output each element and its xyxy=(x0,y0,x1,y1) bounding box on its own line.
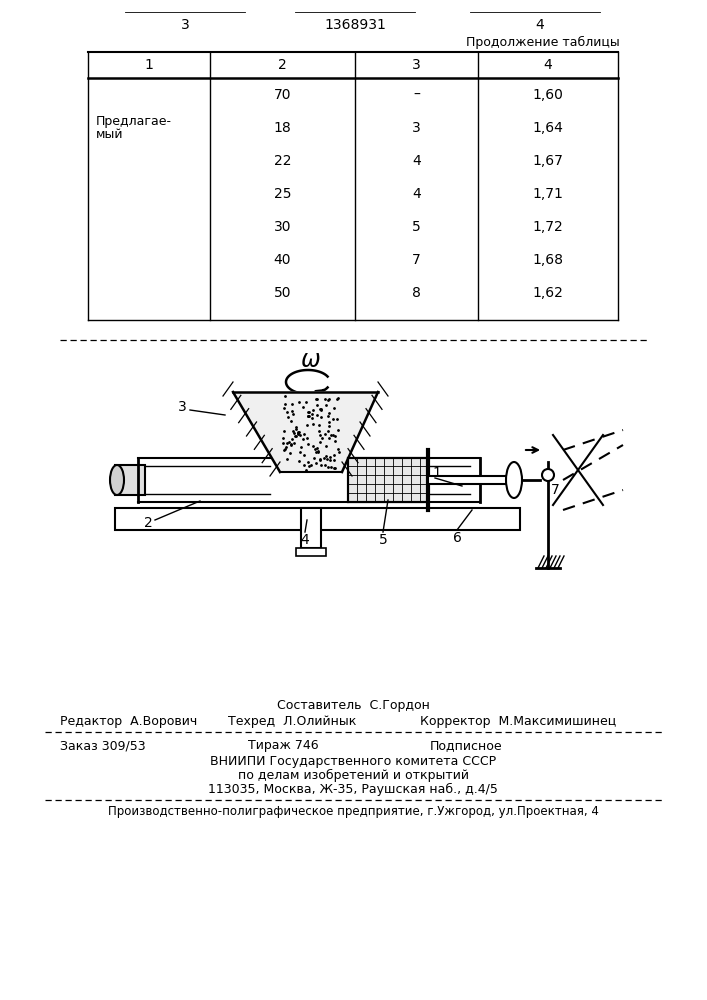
Text: 2: 2 xyxy=(278,58,287,72)
Bar xyxy=(115,465,145,495)
Text: 5: 5 xyxy=(379,533,387,547)
Text: 6: 6 xyxy=(452,531,462,545)
Text: $\omega$: $\omega$ xyxy=(300,348,320,372)
Bar xyxy=(296,548,326,556)
Text: 1: 1 xyxy=(144,58,153,72)
Polygon shape xyxy=(233,392,378,472)
Text: 40: 40 xyxy=(274,253,291,267)
Text: 8: 8 xyxy=(412,286,421,300)
Bar xyxy=(428,476,508,484)
Text: мый: мый xyxy=(96,128,124,141)
Text: 70: 70 xyxy=(274,88,291,102)
Text: 1368931: 1368931 xyxy=(324,18,386,32)
Text: 1,71: 1,71 xyxy=(532,187,563,201)
Text: 4: 4 xyxy=(544,58,552,72)
Text: 1,72: 1,72 xyxy=(532,220,563,234)
Text: Редактор  А.Ворович: Редактор А.Ворович xyxy=(60,714,197,728)
Ellipse shape xyxy=(110,465,124,495)
Text: Предлагае-: Предлагае- xyxy=(96,114,172,127)
Text: 25: 25 xyxy=(274,187,291,201)
Text: 1,67: 1,67 xyxy=(532,154,563,168)
Text: Заказ 309/53: Заказ 309/53 xyxy=(60,740,146,752)
Circle shape xyxy=(542,469,554,481)
Text: 4: 4 xyxy=(300,533,310,547)
Text: Производственно-полиграфическое предприятие, г.Ужгород, ул.Проектная, 4: Производственно-полиграфическое предприя… xyxy=(107,806,598,818)
Bar xyxy=(348,458,428,502)
Text: Тираж 746: Тираж 746 xyxy=(248,740,319,752)
Text: 30: 30 xyxy=(274,220,291,234)
Text: 1,62: 1,62 xyxy=(532,286,563,300)
Text: 1: 1 xyxy=(432,466,441,480)
Text: 50: 50 xyxy=(274,286,291,300)
Text: 22: 22 xyxy=(274,154,291,168)
Text: 1,64: 1,64 xyxy=(532,121,563,135)
Text: по делам изобретений и открытий: по делам изобретений и открытий xyxy=(238,768,469,782)
Text: 113035, Москва, Ж-35, Раушская наб., д.4/5: 113035, Москва, Ж-35, Раушская наб., д.4… xyxy=(208,782,498,796)
Ellipse shape xyxy=(506,462,522,498)
Bar xyxy=(301,508,321,548)
Bar xyxy=(115,508,520,530)
Text: 1,60: 1,60 xyxy=(532,88,563,102)
Text: 4: 4 xyxy=(536,18,544,32)
Text: 5: 5 xyxy=(412,220,421,234)
Text: 4: 4 xyxy=(412,154,421,168)
Text: 18: 18 xyxy=(274,121,291,135)
Text: –: – xyxy=(413,88,420,102)
Text: Корректор  М.Максимишинец: Корректор М.Максимишинец xyxy=(420,714,617,728)
Text: Подписное: Подписное xyxy=(430,740,503,752)
Text: 3: 3 xyxy=(180,18,189,32)
Text: 2: 2 xyxy=(144,516,153,530)
Text: Составитель  С.Гордон: Составитель С.Гордон xyxy=(276,698,429,712)
Text: 7: 7 xyxy=(551,483,559,497)
Text: 3: 3 xyxy=(177,400,187,414)
Text: 3: 3 xyxy=(412,121,421,135)
Text: Техред  Л.Олийнык: Техред Л.Олийнык xyxy=(228,714,356,728)
Text: 3: 3 xyxy=(412,58,421,72)
Text: ВНИИПИ Государственного комитета СССР: ВНИИПИ Государственного комитета СССР xyxy=(210,754,496,768)
Text: Продолжение таблицы: Продолжение таблицы xyxy=(466,35,620,49)
Text: 4: 4 xyxy=(412,187,421,201)
Text: 1,68: 1,68 xyxy=(532,253,563,267)
Text: 7: 7 xyxy=(412,253,421,267)
